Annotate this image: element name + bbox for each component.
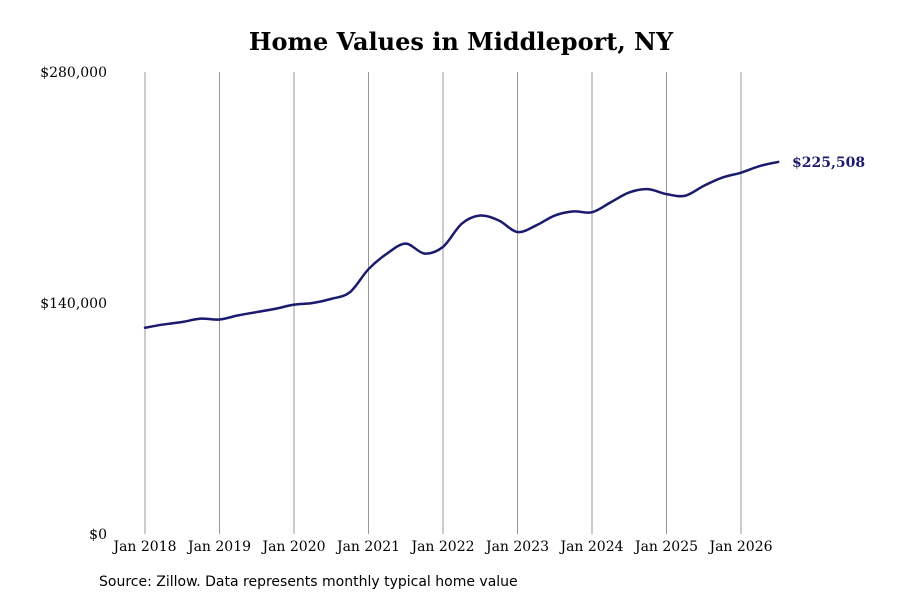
source-note: Source: Zillow. Data represents monthly … (99, 574, 518, 590)
x-tick-label: Jan 2026 (707, 539, 772, 555)
y-tick-label: $140,000 (40, 296, 107, 312)
y-tick-label: $0 (89, 527, 107, 543)
end-value-label: $225,508 (792, 155, 865, 171)
x-tick-label: Jan 2025 (633, 539, 698, 555)
x-axis-tick-labels: Jan 2018 Jan 2019 Jan 2020 Jan 2021 Jan 2022… (111, 539, 772, 555)
series-layer (143, 160, 780, 329)
x-tick-label: Jan 2022 (409, 539, 474, 555)
x-tick-label: Jan 2023 (484, 539, 549, 555)
x-tick-label: Jan 2020 (260, 539, 325, 555)
x-tick-label: Jan 2024 (558, 539, 623, 555)
y-axis-tick-labels: $0 $140,000 $280,000 (40, 65, 107, 543)
chart-title: Home Values in Middleport, NY (249, 27, 674, 56)
annotation-layer: $225,508 (792, 155, 865, 171)
x-tick-label: Jan 2019 (186, 539, 251, 555)
vertical-gridlines (144, 72, 742, 534)
x-tick-label: Jan 2018 (111, 539, 176, 555)
series-line-home-value (143, 160, 780, 329)
y-tick-label: $280,000 (40, 65, 107, 81)
x-tick-label: Jan 2021 (335, 539, 400, 555)
